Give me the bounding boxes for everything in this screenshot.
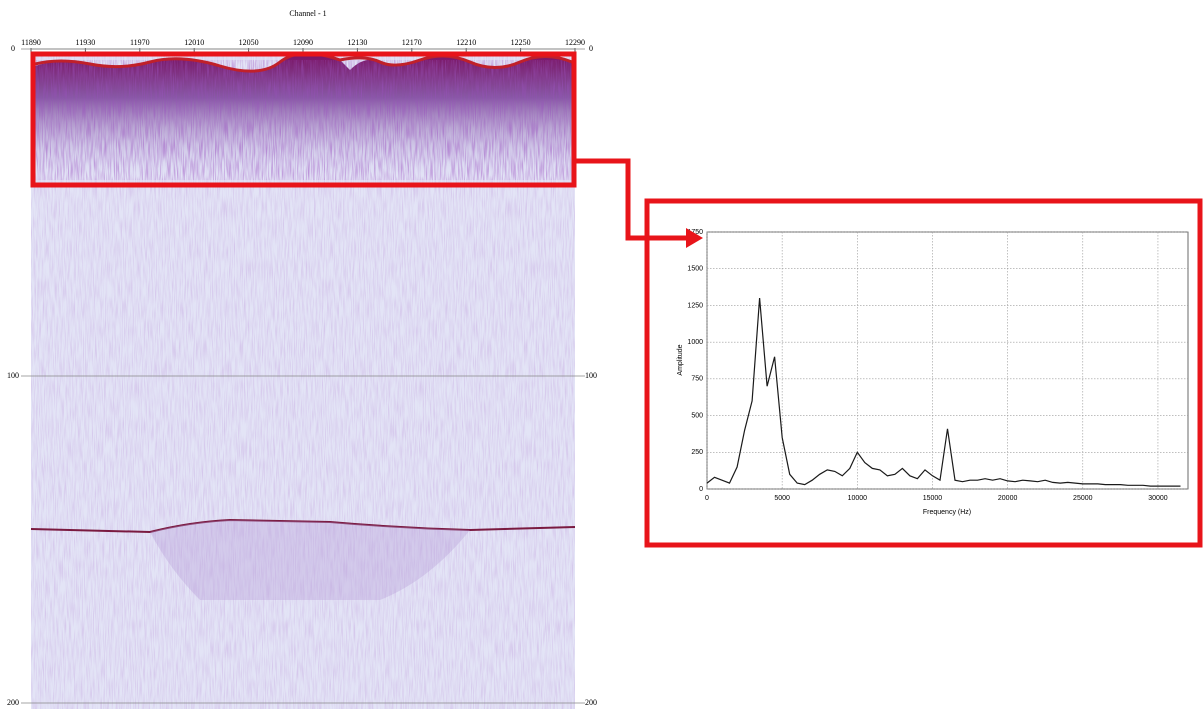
y-tick-label: 0 — [699, 486, 703, 493]
arrow-line — [575, 158, 690, 241]
chart-title: Channel - 1 — [289, 9, 326, 18]
sub-bottom-reflector — [30, 518, 576, 534]
x-tick-label: 0 — [705, 495, 709, 502]
y-tick-label: 100 — [585, 371, 597, 380]
reflector-texture — [35, 60, 572, 180]
seismic-panel: Channel - 1 11890 11930 11970 12010 12050 120… — [7, 9, 597, 709]
x-tick-label: 10000 — [848, 495, 868, 502]
seafloor — [34, 51, 573, 73]
x-tick-label: 12050 — [239, 38, 259, 47]
x-tick-label: 12250 — [511, 38, 531, 47]
y-tick-label: 0 — [589, 44, 593, 53]
x-tick-label: 11890 — [21, 38, 41, 47]
y-tick-label: 1750 — [687, 229, 703, 236]
x-tick-label: 12090 — [293, 38, 313, 47]
y-tick-label: 750 — [691, 376, 703, 383]
y-tick-label: 1500 — [687, 266, 703, 273]
y-tick-label: 500 — [691, 412, 703, 419]
highlight-box — [30, 51, 577, 188]
y-tick-label: 200 — [7, 698, 19, 707]
x-tick-label: 20000 — [998, 495, 1018, 502]
sub-bottom-body — [150, 520, 470, 600]
x-tick-label: 11970 — [130, 38, 150, 47]
plot-area — [706, 231, 1189, 490]
x-tick-label: 15000 — [923, 495, 943, 502]
y-axis-label: Amplitude — [677, 344, 684, 375]
spectrum-panel: Frequency (Hz) Amplitude 0 5000 10000 15000… — [677, 229, 1189, 516]
y-tick-label: 1250 — [687, 302, 703, 309]
arrow-head — [686, 228, 703, 248]
y-tick-label: 1000 — [687, 339, 703, 346]
spectrum-line — [706, 298, 1181, 487]
y-tick-label: 250 — [691, 449, 703, 456]
x-axis-label: Frequency (Hz) — [923, 509, 971, 516]
x-tick-label: 5000 — [774, 495, 790, 502]
x-tick-label: 12010 — [184, 38, 204, 47]
x-tick-label: 30000 — [1148, 495, 1168, 502]
x-tick-label: 12130 — [347, 38, 367, 47]
x-tick-label: 12210 — [456, 38, 476, 47]
highlight-box — [644, 198, 1203, 548]
y-tick-label: 200 — [585, 698, 597, 707]
callout — [30, 51, 1203, 548]
x-tick-label: 12290 — [565, 38, 585, 47]
x-tick-label: 12170 — [402, 38, 422, 47]
x-tick-label: 11930 — [76, 38, 96, 47]
y-tick-label: 0 — [11, 44, 15, 53]
y-tick-label: 100 — [7, 371, 19, 380]
x-tick-label: 25000 — [1073, 495, 1093, 502]
